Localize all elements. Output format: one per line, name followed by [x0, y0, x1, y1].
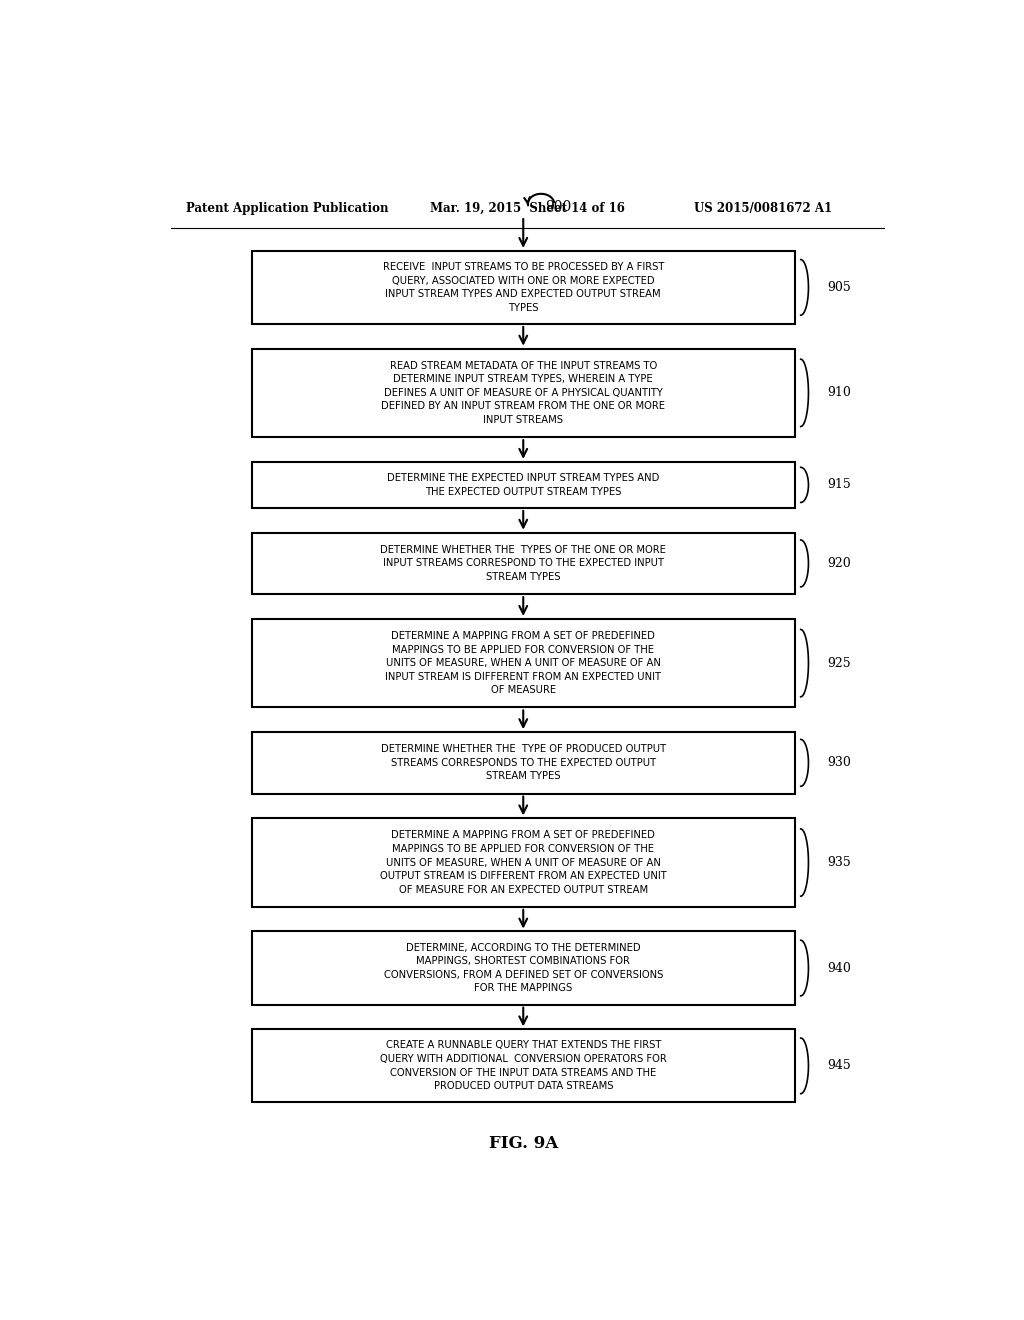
Text: 900: 900 — [545, 199, 571, 214]
Bar — [252, 533, 795, 594]
Bar — [252, 348, 795, 437]
Text: 910: 910 — [827, 387, 851, 400]
Text: US 2015/0081672 A1: US 2015/0081672 A1 — [693, 202, 831, 215]
Bar — [252, 733, 795, 793]
Text: 920: 920 — [827, 557, 851, 570]
Text: DETERMINE WHETHER THE  TYPES OF THE ONE OR MORE
INPUT STREAMS CORRESPOND TO THE : DETERMINE WHETHER THE TYPES OF THE ONE O… — [380, 545, 667, 582]
Text: RECEIVE  INPUT STREAMS TO BE PROCESSED BY A FIRST
QUERY, ASSOCIATED WITH ONE OR : RECEIVE INPUT STREAMS TO BE PROCESSED BY… — [383, 261, 664, 313]
Bar — [252, 1030, 795, 1102]
Text: DETERMINE THE EXPECTED INPUT STREAM TYPES AND
THE EXPECTED OUTPUT STREAM TYPES: DETERMINE THE EXPECTED INPUT STREAM TYPE… — [387, 473, 659, 496]
Text: Mar. 19, 2015  Sheet 14 of 16: Mar. 19, 2015 Sheet 14 of 16 — [430, 202, 625, 215]
Text: 915: 915 — [827, 478, 851, 491]
Text: 945: 945 — [827, 1060, 851, 1072]
Text: CREATE A RUNNABLE QUERY THAT EXTENDS THE FIRST
QUERY WITH ADDITIONAL  CONVERSION: CREATE A RUNNABLE QUERY THAT EXTENDS THE… — [380, 1040, 667, 1092]
Bar — [252, 818, 795, 907]
Text: DETERMINE A MAPPING FROM A SET OF PREDEFINED
MAPPINGS TO BE APPLIED FOR CONVERSI: DETERMINE A MAPPING FROM A SET OF PREDEF… — [380, 830, 667, 895]
Bar — [252, 932, 795, 1005]
Text: DETERMINE, ACCORDING TO THE DETERMINED
MAPPINGS, SHORTEST COMBINATIONS FOR
CONVE: DETERMINE, ACCORDING TO THE DETERMINED M… — [384, 942, 663, 994]
Text: 930: 930 — [827, 756, 851, 770]
Text: READ STREAM METADATA OF THE INPUT STREAMS TO
DETERMINE INPUT STREAM TYPES, WHERE: READ STREAM METADATA OF THE INPUT STREAM… — [381, 360, 666, 425]
Text: FIG. 9A: FIG. 9A — [488, 1135, 558, 1152]
Text: 935: 935 — [827, 857, 851, 869]
Text: 905: 905 — [827, 281, 851, 294]
Text: DETERMINE A MAPPING FROM A SET OF PREDEFINED
MAPPINGS TO BE APPLIED FOR CONVERSI: DETERMINE A MAPPING FROM A SET OF PREDEF… — [385, 631, 662, 696]
Bar — [252, 251, 795, 323]
Text: Patent Application Publication: Patent Application Publication — [186, 202, 389, 215]
Text: DETERMINE WHETHER THE  TYPE OF PRODUCED OUTPUT
STREAMS CORRESPONDS TO THE EXPECT: DETERMINE WHETHER THE TYPE OF PRODUCED O… — [381, 744, 666, 781]
Text: 925: 925 — [827, 656, 851, 669]
Text: 940: 940 — [827, 961, 851, 974]
Bar — [252, 462, 795, 508]
Bar — [252, 619, 795, 708]
